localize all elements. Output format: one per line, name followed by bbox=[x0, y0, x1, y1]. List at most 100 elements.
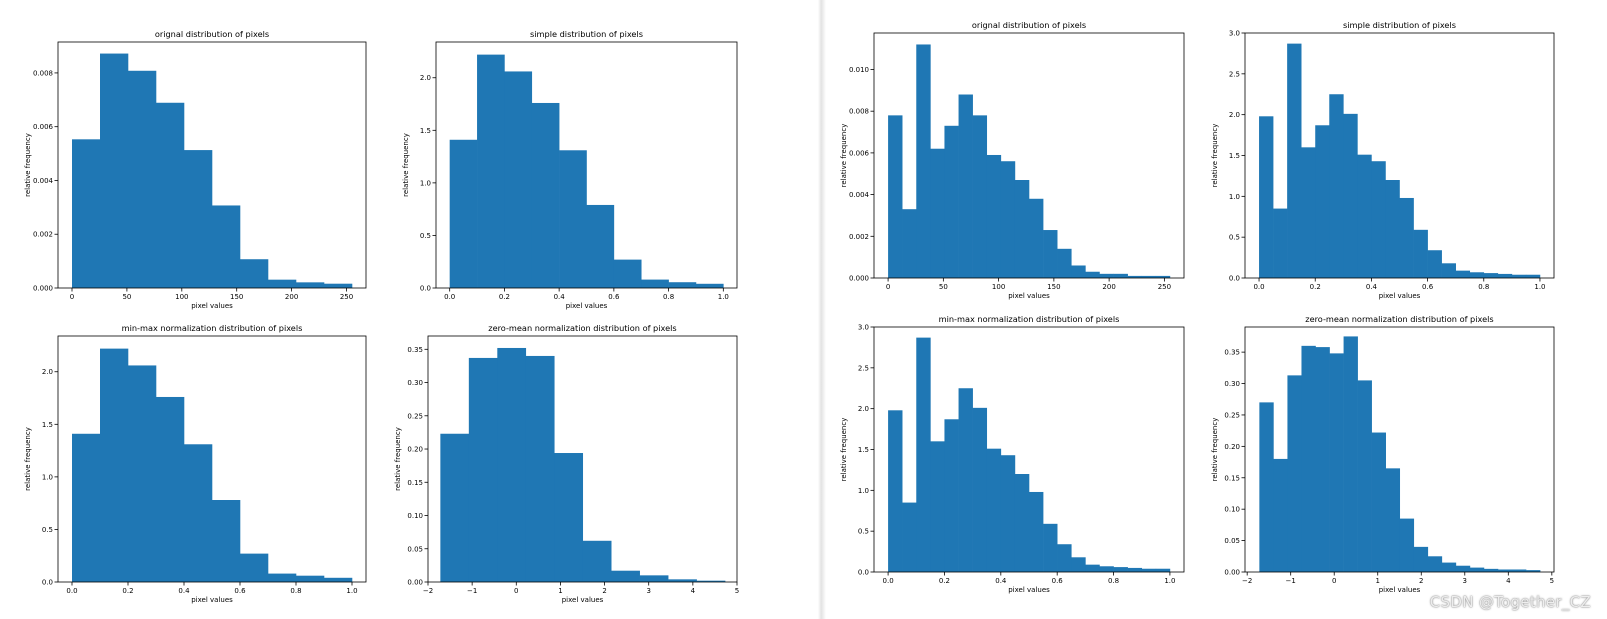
y-tick-label: 0.15 bbox=[1224, 474, 1240, 482]
x-tick-label: 0.2 bbox=[499, 293, 510, 301]
histogram-bar bbox=[504, 71, 533, 288]
histogram-bar bbox=[1071, 557, 1086, 572]
histogram-bar bbox=[1483, 273, 1499, 278]
histogram-bar bbox=[324, 577, 353, 582]
axes-frame bbox=[57, 335, 367, 583]
y-tick-label: 0.25 bbox=[1224, 411, 1240, 419]
y-tick-label: 0.35 bbox=[1224, 349, 1240, 357]
histogram-bar bbox=[944, 125, 959, 278]
y-tick-label: 2.5 bbox=[858, 364, 869, 372]
y-tick-label: 0.15 bbox=[407, 479, 423, 487]
histogram-bar bbox=[296, 575, 325, 582]
histogram-bar bbox=[1141, 568, 1157, 572]
axes-frame bbox=[435, 41, 738, 289]
y-tick-label: 0.006 bbox=[33, 123, 54, 131]
x-tick-label: 0.8 bbox=[1108, 577, 1119, 585]
x-tick-label: −1 bbox=[467, 587, 477, 595]
histogram-bar bbox=[902, 209, 917, 278]
chart-1: 0 50 100 150 200 250 0.000 0.002 0.004 0.006 0.008… bbox=[24, 29, 367, 310]
y-tick-label: 1.5 bbox=[420, 127, 431, 135]
x-tick-label: 1 bbox=[558, 587, 562, 595]
histogram-bar bbox=[1371, 432, 1386, 572]
axes-frame bbox=[873, 32, 1185, 279]
chart-title: min-max normalization distribution of pi… bbox=[122, 323, 303, 333]
chart-5: 0 50 100 150 200 250 0.000 0.002 0.004 0.006 0.008… bbox=[840, 20, 1185, 300]
histogram-bar bbox=[477, 54, 505, 289]
histogram-bar bbox=[1399, 197, 1414, 278]
y-tick-label: 0.5 bbox=[1229, 234, 1240, 242]
histogram-bar bbox=[128, 365, 157, 582]
chart-title: orignal distribution of pixels bbox=[972, 20, 1086, 30]
histogram-bar bbox=[1357, 154, 1372, 278]
y-tick-label: 0.002 bbox=[33, 231, 53, 239]
histogram-bar bbox=[1455, 270, 1471, 278]
x-tick-label: 0.4 bbox=[178, 587, 190, 595]
histogram-bar bbox=[1469, 272, 1485, 278]
x-tick-label: 150 bbox=[1047, 283, 1060, 291]
y-tick-label: 3.0 bbox=[858, 324, 869, 332]
y-tick-label: 0.008 bbox=[33, 69, 53, 77]
y-tick-label: 0.5 bbox=[42, 526, 53, 534]
histogram-bar bbox=[72, 139, 101, 288]
histogram-bar bbox=[559, 150, 587, 288]
histogram-bar bbox=[1315, 125, 1330, 278]
histogram-bar bbox=[1329, 94, 1344, 278]
x-axis-label: pixel values bbox=[191, 596, 233, 604]
histogram-bar bbox=[1301, 345, 1316, 572]
histogram-bar bbox=[902, 502, 917, 572]
y-tick-label: 0.00 bbox=[1224, 569, 1240, 577]
histogram-bar bbox=[972, 115, 988, 278]
y-tick-label: 0.30 bbox=[407, 379, 423, 387]
x-tick-label: 50 bbox=[122, 293, 131, 301]
x-tick-label: 0.2 bbox=[939, 577, 950, 585]
x-tick-label: 1.0 bbox=[346, 587, 357, 595]
y-axis-label: relative frequency bbox=[24, 427, 32, 491]
chart-3: 0.0 0.2 0.4 0.6 0.8 1.0 0.0 0.5 1.0 1.5 2.0 min-max… bbox=[24, 323, 367, 604]
y-tick-label: 0.004 bbox=[849, 191, 870, 199]
x-axis-label: pixel values bbox=[1008, 292, 1050, 300]
histogram-bar bbox=[1441, 562, 1457, 572]
chart-title: simple distribution of pixels bbox=[1343, 20, 1456, 30]
y-axis-label: relative frequency bbox=[24, 133, 32, 197]
x-tick-label: 0.8 bbox=[663, 293, 674, 301]
y-tick-label: 1.5 bbox=[42, 421, 53, 429]
histogram-bar bbox=[1301, 147, 1316, 278]
y-tick-label: 0.05 bbox=[407, 545, 423, 553]
histogram-bar bbox=[1343, 113, 1358, 278]
chart-title: zero-mean normalization distribution of … bbox=[1305, 314, 1493, 324]
histogram-bar bbox=[1057, 248, 1072, 278]
y-tick-label: 0.000 bbox=[849, 275, 869, 283]
histogram-bar bbox=[1385, 468, 1401, 572]
x-axis-label: pixel values bbox=[566, 302, 608, 310]
x-tick-label: 4 bbox=[691, 587, 696, 595]
y-tick-label: 0.20 bbox=[407, 446, 423, 454]
histogram-bar bbox=[930, 148, 945, 278]
y-tick-label: 3.0 bbox=[1229, 30, 1240, 38]
histogram-bar bbox=[184, 444, 213, 582]
histogram-bar bbox=[268, 279, 297, 288]
histogram-bar bbox=[668, 579, 697, 582]
histogram-bar bbox=[1526, 570, 1541, 572]
x-tick-label: 1.0 bbox=[1534, 283, 1545, 291]
histogram-bar bbox=[639, 575, 669, 582]
histogram-bar bbox=[916, 337, 931, 572]
histogram-bar bbox=[128, 70, 157, 289]
y-tick-label: 2.0 bbox=[420, 74, 431, 82]
y-tick-label: 2.0 bbox=[1229, 111, 1240, 119]
y-tick-label: 1.0 bbox=[858, 487, 869, 495]
histogram-bar bbox=[582, 540, 612, 582]
y-tick-label: 0.008 bbox=[849, 108, 869, 116]
y-tick-label: 2.0 bbox=[42, 368, 53, 376]
chart-8: −2 −1 0 1 2 3 4 5 0.00 0.05 0.10 0.15 0.20 0.25 0.30 0.… bbox=[1211, 314, 1555, 594]
x-tick-label: 0.0 bbox=[883, 577, 894, 585]
y-tick-label: 0.010 bbox=[849, 66, 869, 74]
y-tick-label: 0.05 bbox=[1224, 537, 1240, 545]
histogram-bar bbox=[1014, 180, 1030, 278]
histogram-bar bbox=[1385, 180, 1400, 278]
histogram-bar bbox=[1071, 265, 1086, 278]
histogram-bar bbox=[1127, 275, 1143, 278]
y-axis-label: relative frequency bbox=[840, 418, 848, 482]
y-axis-label: relative frequency bbox=[1211, 418, 1219, 482]
histogram-bar bbox=[268, 573, 297, 582]
x-tick-label: 5 bbox=[1550, 577, 1554, 585]
